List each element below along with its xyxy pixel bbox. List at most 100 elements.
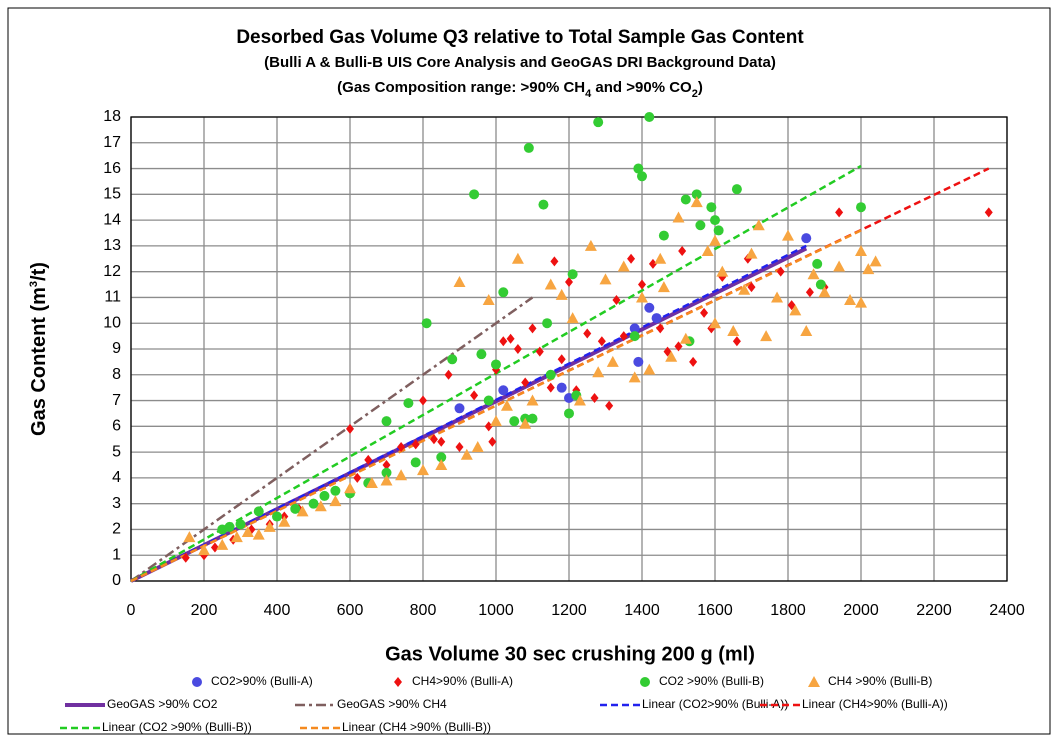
legend-swatch [808,676,820,687]
text-part: ) [698,79,703,96]
trend-line [130,229,862,583]
point [429,434,438,445]
point [235,519,246,530]
text-part: (Gas Composition range: >90% CH [337,79,585,96]
legend-label: CO2>90% (Bulli-A) [211,674,313,688]
point [818,286,831,298]
legend-label: CH4 >90% (Bulli-B) [828,674,932,688]
point [484,421,493,432]
point [528,323,537,334]
legend-label: Linear (CH4>90% (Bulli-A)) [802,697,948,711]
point [365,477,378,489]
legend-label: GeoGAS >90% CH4 [337,697,447,711]
point [665,350,678,362]
point [644,302,655,313]
point [700,307,709,318]
point [643,363,656,375]
point [419,395,427,406]
x-tick-label: 1000 [478,602,514,619]
text-part: 2 [692,88,698,100]
point [500,399,513,411]
point [815,279,826,290]
point [638,279,646,290]
point [627,253,636,264]
point [789,304,802,316]
text-part: 3 [28,281,40,287]
point [411,439,420,450]
point [216,538,229,550]
point [566,312,579,324]
point [593,117,604,128]
y-tick-label: 10 [103,314,121,331]
point [657,281,670,293]
point [583,328,592,339]
point [491,359,501,370]
point [364,454,373,465]
x-tick-label: 600 [337,602,364,619]
point [674,341,683,352]
legend-swatch [640,677,650,687]
point [833,260,846,272]
point [710,215,720,226]
x-tick-label: 400 [264,602,291,619]
point [672,211,685,223]
point [606,355,619,367]
point [651,313,662,324]
point [482,294,495,306]
y-tick-label: 6 [112,418,121,435]
point [499,336,508,347]
point [557,354,566,365]
point [706,202,717,213]
point [523,142,534,153]
point [382,460,391,470]
legend-label: Linear (CO2 >90% (Bulli-B)) [102,720,252,734]
point [521,377,530,388]
point [691,189,702,200]
point [605,400,614,411]
point [444,369,453,380]
point [800,324,813,336]
point [679,332,692,344]
chart-subtitle: (Bulli A & Bulli-B UIS Core Analysis and… [264,54,776,71]
point [346,423,354,434]
x-tick-label: 800 [410,602,437,619]
y-tick-label: 3 [112,495,121,512]
text-part: 4 [585,88,592,100]
point [403,398,414,409]
y-tick-label: 0 [112,572,121,589]
y-tick-label: 12 [103,263,121,280]
y-tick-label: 17 [103,134,121,151]
point [564,408,574,419]
point [469,189,480,200]
point [395,469,408,481]
point [617,260,630,272]
point [555,288,568,300]
point [252,528,265,540]
point [776,266,785,277]
point [835,207,844,218]
x-axis-label: Gas Volume 30 sec crushing 200 g (ml) [385,643,755,665]
point [183,531,196,543]
legend-label: Linear (CO2>90% (Bulli-A)) [642,697,788,711]
plot-border [130,116,1008,582]
point [633,163,644,174]
point [476,349,487,360]
point [509,416,520,427]
point [658,230,669,241]
point [844,294,857,306]
point [526,394,539,406]
point [546,382,555,393]
point [590,392,599,403]
point [592,366,605,378]
legend-label: CO2 >90% (Bulli-B) [659,674,764,688]
y-tick-label: 15 [103,186,121,203]
point [782,229,794,241]
point [460,448,473,460]
point [329,495,342,507]
point [984,207,993,218]
point [855,296,867,308]
point [437,436,446,447]
point [565,276,573,287]
point [181,552,190,563]
y-tick-label: 16 [103,160,121,177]
